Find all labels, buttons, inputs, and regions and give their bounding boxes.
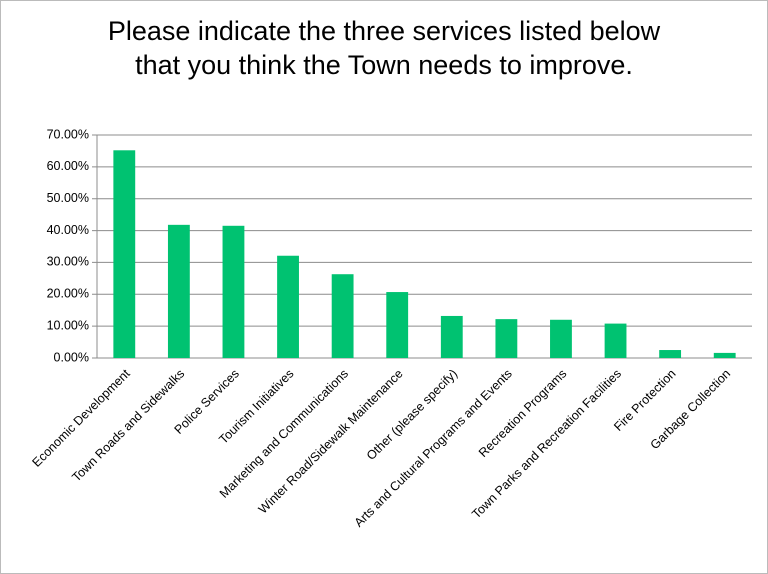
y-tick-label: 60.00% (47, 159, 89, 173)
bar (386, 292, 409, 358)
bar (550, 319, 572, 358)
y-tick-label: 20.00% (47, 287, 89, 301)
bar (113, 150, 136, 358)
bar (222, 225, 245, 358)
bar (495, 319, 518, 358)
bar (659, 350, 682, 358)
bar (277, 255, 299, 358)
x-tick-label: Town Roads and Sidewalks (69, 367, 187, 485)
bar (331, 274, 354, 358)
bar (713, 352, 736, 358)
bar (440, 315, 463, 358)
y-tick-label: 0.00% (54, 350, 89, 364)
bar (604, 323, 627, 358)
y-tick-label: 10.00% (47, 318, 89, 332)
chart-title: Please indicate the three services liste… (107, 16, 661, 80)
y-tick-label: 30.00% (47, 255, 89, 269)
y-tick-label: 40.00% (47, 223, 89, 237)
x-tick-label: Economic Development (29, 366, 133, 470)
y-tick-label: 50.00% (47, 191, 89, 205)
x-tick-label: Other (please specify) (364, 367, 460, 463)
bar (167, 224, 190, 358)
y-tick-label: 70.00% (47, 127, 89, 141)
